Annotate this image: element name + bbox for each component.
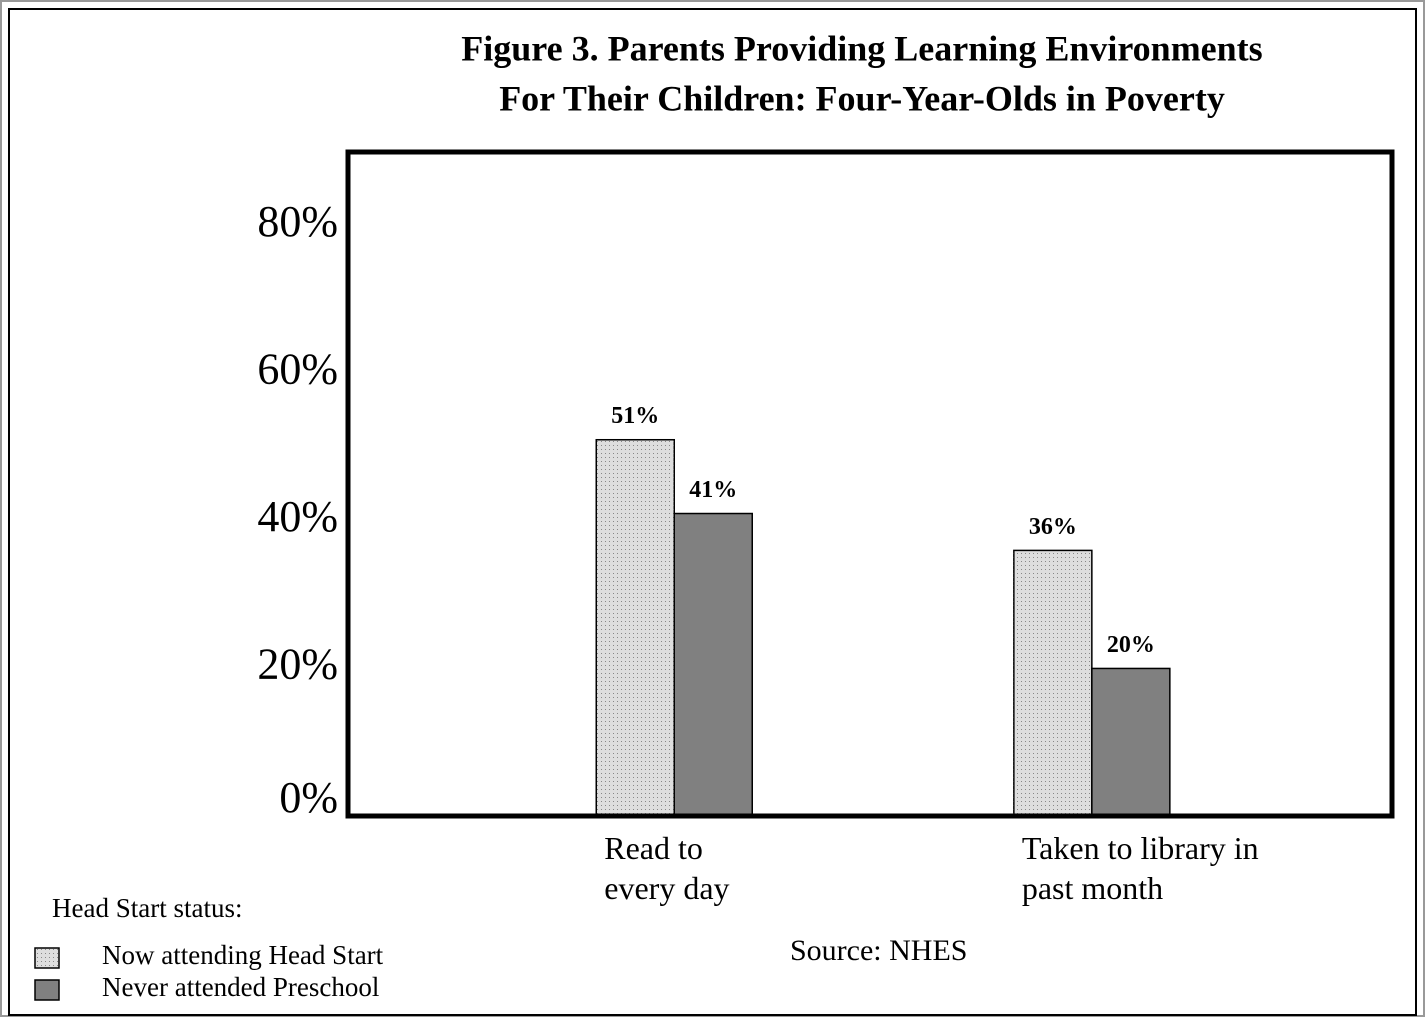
data-label: 36%	[1029, 514, 1077, 540]
legend-swatch	[34, 979, 60, 1001]
x-tick-label: Taken to library in past month	[1021, 830, 1259, 906]
x-tick-label: Read to every day	[604, 830, 730, 906]
plot-frame	[345, 149, 1395, 819]
y-tick-label: 0%	[279, 773, 338, 822]
chart-subtitle: For Their Children: Four-Year-Olds in Po…	[499, 78, 1225, 118]
data-label: 41%	[689, 477, 737, 503]
bar	[673, 512, 753, 817]
y-tick-label: 60%	[257, 344, 338, 393]
y-tick-label: 40%	[257, 492, 338, 541]
chart-title: Figure 3. Parents Providing Learning Env…	[461, 28, 1262, 68]
legend-swatch-texture	[35, 948, 59, 968]
data-label: 20%	[1107, 632, 1155, 658]
source: Source: NHES	[790, 934, 967, 967]
bar-texture	[1013, 550, 1092, 816]
legend-title: Head Start status:	[52, 893, 242, 923]
legend-label: Now attending Head Start	[102, 940, 384, 970]
legend-label: Never attended Preschool	[102, 972, 379, 1002]
y-tick-label: 20%	[257, 640, 338, 689]
data-label: 51%	[611, 403, 659, 429]
y-tick-label: 80%	[257, 197, 338, 246]
inner-frame	[8, 8, 1417, 1016]
bar	[1091, 667, 1171, 817]
bar-texture	[596, 439, 675, 816]
